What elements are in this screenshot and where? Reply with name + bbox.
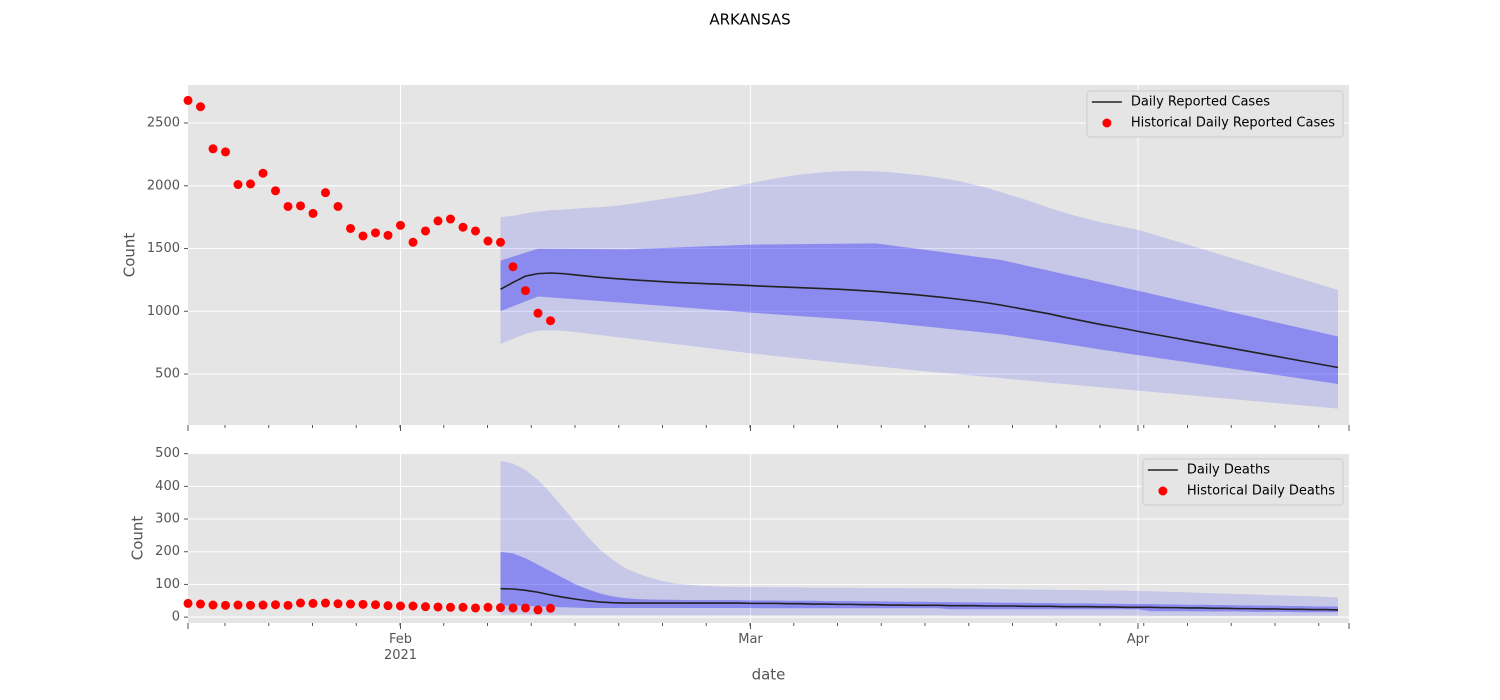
legend-label: Daily Reported Cases — [1131, 95, 1270, 110]
data-point — [533, 605, 543, 615]
legend: Daily Reported Cases Historical Daily Rep… — [1086, 90, 1344, 138]
data-point — [333, 201, 343, 211]
data-point — [433, 602, 443, 612]
data-point — [246, 179, 255, 189]
data-point — [396, 220, 405, 230]
data-point — [471, 603, 480, 613]
data-point — [408, 601, 418, 611]
data-point — [308, 208, 318, 218]
data-point — [283, 201, 293, 211]
y-tick-label: 1500 — [147, 241, 180, 256]
data-point — [396, 601, 405, 611]
data-point — [383, 601, 393, 611]
data-point — [271, 600, 280, 610]
data-point — [458, 602, 468, 612]
data-point — [421, 226, 430, 236]
plot-area — [188, 85, 1349, 425]
y-axis-label: Count — [121, 233, 139, 278]
data-point — [333, 599, 343, 609]
y-tick-label: 100 — [155, 577, 180, 592]
median-line — [500, 587, 1339, 611]
data-point — [446, 602, 455, 612]
x-tick-label: Mar — [738, 632, 763, 647]
data-point — [271, 186, 280, 196]
data-point — [533, 308, 543, 318]
y-tick-label: 300 — [155, 512, 180, 527]
y-tick-label: 200 — [155, 544, 180, 559]
data-point — [208, 144, 218, 154]
figure-title: ARKANSAS — [709, 11, 790, 29]
data-point — [221, 147, 230, 157]
x-tick-label: Feb 2021 — [383, 632, 418, 663]
data-point — [258, 600, 268, 610]
data-point — [471, 226, 480, 236]
y-tick-label: 400 — [155, 479, 180, 494]
y-tick-label: 2000 — [147, 178, 180, 193]
legend-marker — [1158, 486, 1168, 496]
data-point — [383, 230, 393, 240]
data-point — [246, 600, 255, 610]
y-tick-label: 0 — [172, 610, 180, 625]
data-point — [546, 316, 555, 326]
data-point — [446, 214, 455, 224]
uncertainty-band — [500, 551, 1338, 613]
data-point — [483, 602, 493, 612]
data-point — [521, 603, 530, 613]
data-point — [183, 598, 193, 608]
data-point — [433, 216, 443, 226]
data-point — [196, 599, 205, 609]
data-point — [358, 599, 368, 609]
data-point — [321, 188, 330, 198]
data-point — [196, 102, 205, 112]
y-axis-label: Count — [129, 516, 147, 561]
data-point — [221, 600, 230, 610]
data-point — [296, 201, 305, 211]
data-point — [296, 598, 305, 608]
data-point — [496, 603, 505, 613]
data-point — [258, 168, 268, 178]
y-tick-label: 500 — [155, 446, 180, 461]
data-point — [508, 262, 518, 272]
legend-label: Historical Daily Reported Cases — [1131, 116, 1335, 131]
data-point — [308, 598, 318, 608]
data-point — [408, 237, 418, 247]
y-tick-label: 1000 — [147, 304, 180, 319]
median-line — [500, 272, 1339, 369]
legend-label: Daily Deaths — [1187, 463, 1270, 478]
data-point — [483, 236, 493, 246]
data-point — [283, 600, 293, 610]
data-point — [233, 600, 243, 610]
uncertainty-band — [500, 243, 1338, 384]
legend: Daily Deaths Historical Daily Deaths — [1142, 458, 1344, 506]
data-point — [458, 222, 468, 232]
legend-box — [1086, 90, 1344, 138]
x-tick-label: Apr — [1126, 632, 1150, 647]
data-point — [371, 228, 380, 238]
data-point — [346, 599, 355, 609]
data-point — [208, 600, 218, 610]
data-point — [508, 603, 518, 613]
legend-marker — [1102, 118, 1112, 128]
x-axis-label: date — [752, 666, 786, 684]
data-point — [496, 237, 505, 247]
data-point — [233, 180, 243, 190]
data-point — [521, 286, 530, 296]
data-point — [358, 231, 368, 241]
data-point — [371, 600, 380, 610]
y-tick-label: 2500 — [147, 116, 180, 131]
legend-label: Historical Daily Deaths — [1187, 484, 1335, 499]
data-point — [346, 223, 355, 233]
data-point — [421, 602, 430, 612]
uncertainty-band — [500, 170, 1338, 409]
data-point — [183, 95, 193, 105]
data-point — [321, 598, 330, 608]
legend-box — [1142, 458, 1344, 506]
data-point — [546, 603, 555, 613]
y-tick-label: 500 — [155, 367, 180, 382]
